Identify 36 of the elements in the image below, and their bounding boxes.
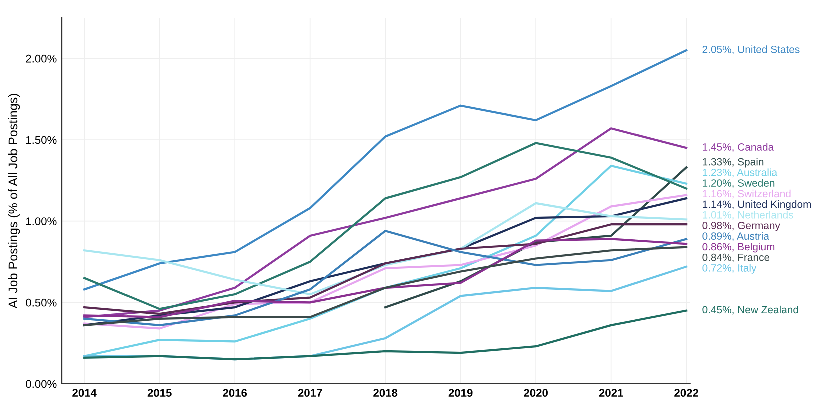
y-tick-label: 2.00% bbox=[26, 54, 57, 63]
data-label: 2.05%, United States bbox=[702, 46, 800, 55]
x-tick-label: 2021 bbox=[599, 389, 624, 398]
data-label: 1.01%, Netherlands bbox=[703, 211, 794, 220]
y-axis-title: AI Job Postings (% of All Job Postings) bbox=[8, 94, 20, 309]
data-label: 0.89%, Austria bbox=[702, 232, 770, 242]
x-tick-label: 2018 bbox=[374, 389, 398, 398]
data-label: 0.45%, New Zealand bbox=[702, 306, 798, 315]
y-tick-label: 0.50% bbox=[26, 298, 57, 307]
data-label: 0.98%, Germany bbox=[702, 222, 780, 232]
x-tick-label: 2017 bbox=[298, 389, 322, 398]
line-series bbox=[84, 238, 688, 318]
data-label: 1.14%, United Kingdom bbox=[703, 200, 812, 210]
y-tick-label: 0.00% bbox=[26, 380, 57, 388]
line-series bbox=[84, 230, 688, 326]
x-tick-label: 2019 bbox=[448, 389, 473, 398]
data-label: 1.45%, Canada bbox=[703, 143, 774, 152]
x-tick-label: 2015 bbox=[148, 389, 172, 398]
x-tick-label: 2020 bbox=[524, 389, 548, 398]
data-label: 0.86%, Belgium bbox=[702, 242, 775, 253]
x-tick-label: 2022 bbox=[674, 389, 698, 398]
data-label: 0.72%, Italy bbox=[702, 264, 757, 274]
data-label: 1.33%, Spain bbox=[703, 158, 764, 168]
y-tick-label: 1.50% bbox=[26, 136, 57, 144]
line-series bbox=[84, 49, 688, 291]
line-series bbox=[84, 164, 688, 358]
data-label: 1.23%, Australia bbox=[703, 168, 778, 178]
line-series bbox=[84, 202, 688, 296]
line-series bbox=[84, 224, 688, 316]
data-label: 0.84%, France bbox=[702, 254, 770, 262]
data-label: 1.16%, Switzerland bbox=[703, 190, 791, 199]
line-series bbox=[84, 310, 688, 361]
data-label: 1.20%, Sweden bbox=[703, 179, 775, 188]
y-tick-label: 1.00% bbox=[26, 218, 57, 226]
x-tick-label: 2014 bbox=[72, 389, 97, 398]
x-tick-label: 2016 bbox=[223, 389, 248, 398]
